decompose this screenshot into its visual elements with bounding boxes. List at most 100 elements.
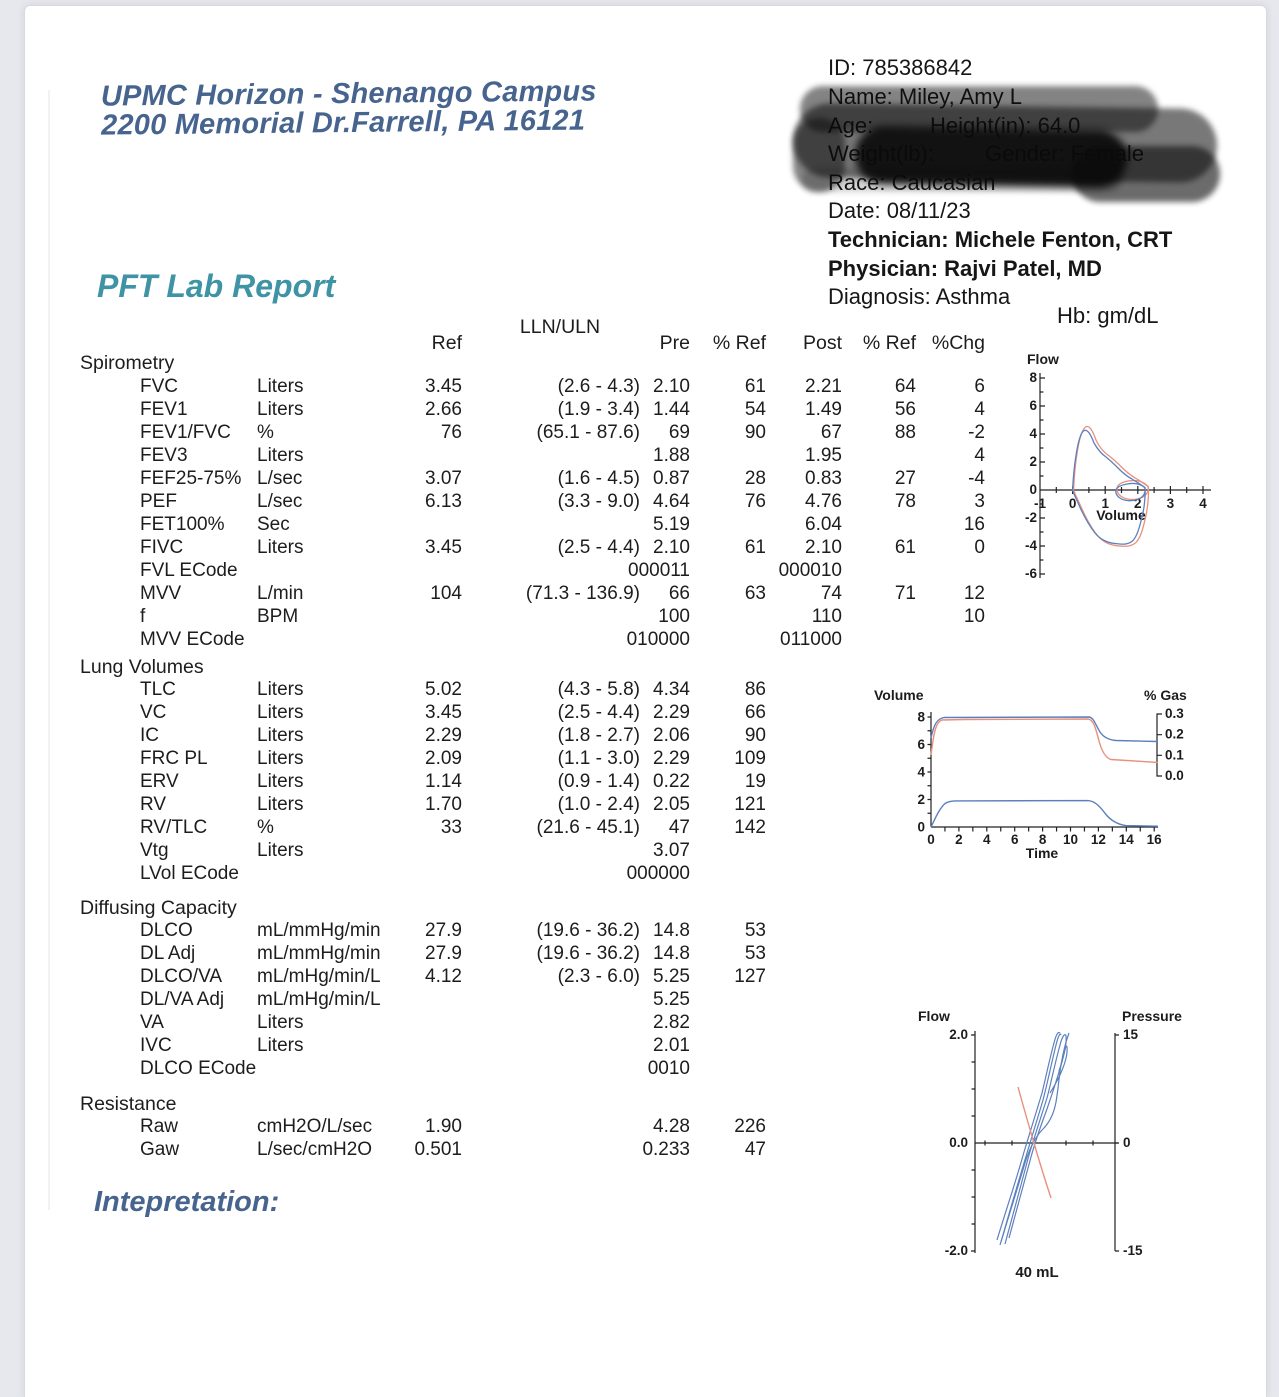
tidal-volume-trace (930, 799, 1159, 828)
section-title: Lung Volumes (80, 656, 204, 678)
cell-pref2: 71 (894, 583, 916, 604)
cell-pre: 2.82 (653, 1012, 690, 1033)
param-name: IVC (140, 1035, 172, 1056)
cell-pref2: 64 (894, 376, 916, 397)
cell-chg: 16 (963, 514, 985, 535)
cell-pref: 19 (744, 771, 766, 792)
cell-u: Liters (257, 376, 304, 397)
cell-u: mL/mHg/min/L (257, 989, 381, 1010)
cell-pre: 2.06 (653, 725, 690, 746)
col-header-pref2: % Ref (862, 332, 916, 354)
cell-pre: 100 (658, 606, 690, 627)
cell-lln: (4.3 - 5.8) (557, 679, 640, 700)
redaction-stroke (802, 168, 1122, 192)
axes (927, 712, 1162, 832)
param-name: FEV3 (140, 445, 188, 466)
cell-ref: 0.501 (414, 1139, 462, 1160)
cell-ref: 5.02 (425, 679, 462, 700)
param-name: PEF (140, 491, 177, 512)
cell-u: L/sec (257, 468, 303, 489)
left-tick-labels: 2.0 0.0 -2.0 (945, 1027, 968, 1258)
col-header-chg: %Chg (931, 332, 985, 354)
cell-pre: 0010 (647, 1058, 690, 1079)
cell-ref: 104 (430, 583, 462, 604)
param-name: FEF25-75% (140, 468, 242, 489)
tick-label: 1 (1101, 496, 1109, 511)
cell-u: Liters (257, 445, 304, 466)
cell-u: Liters (257, 702, 304, 723)
cell-pre: 4.28 (653, 1116, 690, 1137)
cell-pref: 66 (744, 702, 766, 723)
cell-pref: 109 (734, 748, 766, 769)
cell-lln: (1.1 - 3.0) (557, 748, 640, 769)
gas-red-trace (930, 718, 1159, 764)
cell-chg: 4 (974, 445, 985, 466)
param-name: FEV1 (140, 399, 188, 420)
x-ticks (984, 1140, 1094, 1146)
cell-u: Liters (257, 748, 304, 769)
left-axis-ticks (971, 1034, 975, 1252)
cell-u: Liters (257, 1012, 304, 1033)
param-name: MVV (140, 583, 182, 604)
tick-label: 2 (955, 832, 963, 847)
cell-pref: 47 (744, 1139, 766, 1160)
loop-path (1000, 1033, 1062, 1243)
tick-label: 0 (1069, 496, 1077, 511)
y-major-ticks (1040, 377, 1045, 575)
param-name: IC (140, 725, 159, 746)
cell-ref: 3.07 (425, 468, 462, 489)
cell-ref: 3.45 (425, 537, 462, 558)
x-tick-labels: 0 2 4 6 8 10 12 14 16 (927, 832, 1162, 847)
cell-ref: 2.66 (425, 399, 462, 420)
tick-label: -15 (1123, 1243, 1143, 1258)
cell-post: 1.49 (805, 399, 842, 420)
traces (930, 716, 1159, 828)
cell-pref2: 61 (894, 537, 916, 558)
y-minor-ticks (1040, 391, 1044, 561)
tick-label: 0 (927, 832, 935, 847)
y-ticks (927, 716, 931, 814)
physician-line: Physician: Rajvi Patel, MD (828, 256, 1102, 281)
volume-axis-label: Volume (1096, 507, 1146, 523)
tick-label: 8 (1039, 832, 1047, 847)
breathing-loops (996, 1031, 1070, 1246)
col-header-ref: Ref (431, 332, 462, 354)
scan-crease (48, 90, 50, 1210)
cell-pref: 90 (744, 422, 766, 443)
loop-path (999, 1032, 1070, 1246)
cell-pre: 66 (668, 583, 690, 604)
pre-loop-path (1071, 429, 1146, 545)
y-tick-labels: 8 6 4 2 0 -2 -4 -6 (1025, 370, 1038, 581)
pre-tidal-loop-path (1115, 482, 1146, 502)
cell-ref: 27.9 (425, 943, 462, 964)
cell-ref: 4.12 (425, 966, 462, 987)
flow-axis-label: Flow (918, 1008, 950, 1024)
tick-label: 6 (917, 737, 925, 752)
cell-pre: 0.87 (653, 468, 690, 489)
cell-lln: (21.6 - 45.1) (536, 817, 641, 838)
cell-pre: 4.64 (653, 491, 690, 512)
cell-chg: 3 (974, 491, 985, 512)
cell-pref: 54 (744, 399, 766, 420)
cell-pref: 121 (734, 794, 766, 815)
cell-ref: 1.14 (425, 771, 462, 792)
cell-lln: (71.3 - 136.9) (525, 583, 640, 604)
cell-pre: 000011 (628, 560, 690, 581)
tick-label: 12 (1091, 832, 1106, 847)
cell-post: 000010 (778, 560, 842, 581)
gas-tick-labels: 0.3 0.2 0.1 0.0 (1165, 706, 1184, 783)
cell-pre: 2.29 (653, 702, 690, 723)
tick-label: 16 (1147, 832, 1163, 847)
cell-u: L/min (257, 583, 304, 604)
report-date: Date: 08/11/23 (828, 198, 971, 223)
param-name: Gaw (140, 1139, 180, 1160)
tick-label: 0 (1123, 1135, 1131, 1150)
tick-label: 10 (1063, 832, 1078, 847)
cell-u: mL/mmHg/min (257, 920, 381, 941)
cell-ref: 2.09 (425, 748, 462, 769)
cell-lln: (65.1 - 87.6) (536, 422, 641, 443)
cell-pre: 2.10 (653, 537, 690, 558)
cell-chg: 4 (974, 399, 985, 420)
cell-lln: (2.6 - 4.3) (557, 376, 640, 397)
cell-u: L/sec/cmH2O (257, 1139, 373, 1160)
